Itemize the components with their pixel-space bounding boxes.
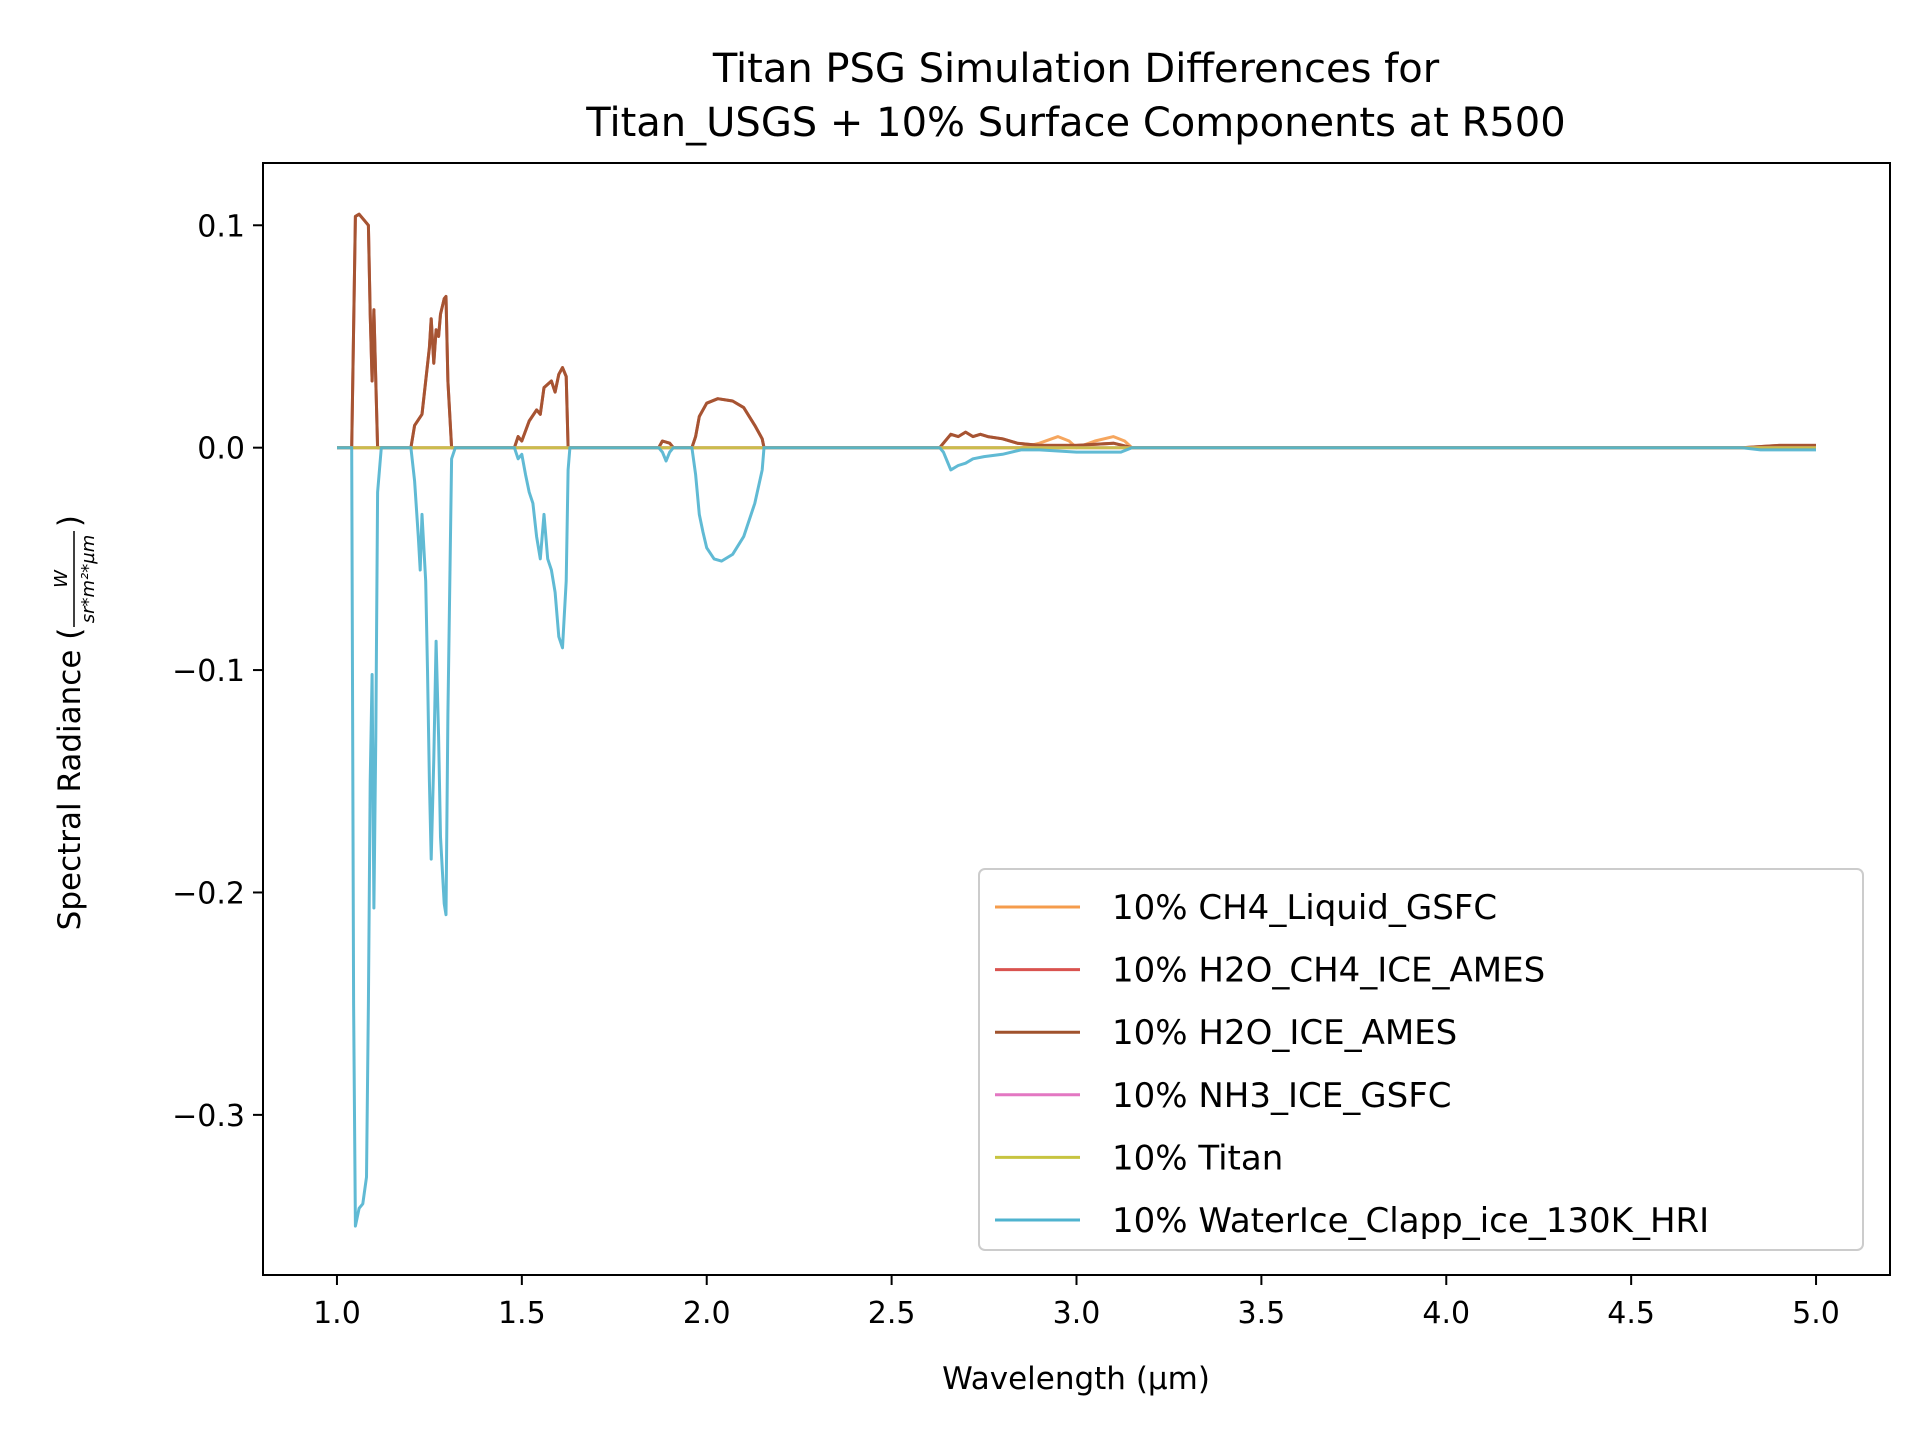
legend-label-ch4-liquid-gsfc: 10% CH4_Liquid_GSFC bbox=[1112, 888, 1497, 928]
legend-label-titan: 10% Titan bbox=[1112, 1138, 1283, 1178]
x-axis-label: Wavelength (µm) bbox=[942, 1361, 1210, 1397]
y-tick-label: −0.2 bbox=[172, 876, 245, 911]
legend-box bbox=[978, 868, 1864, 1251]
legend-label-nh3-ice-gsfc: 10% NH3_ICE_GSFC bbox=[1112, 1076, 1452, 1116]
legend-label-h2o-ch4-ice-ames: 10% H2O_CH4_ICE_AMES bbox=[1112, 951, 1545, 991]
x-axis-ticks: 1.0 1.5 2.0 2.5 3.0 3.5 4.0 4.5 5.0 bbox=[313, 1275, 1840, 1331]
legend: 10% CH4_Liquid_GSFC 10% H2O_CH4_ICE_AMES 1… bbox=[978, 868, 1864, 1251]
y-axis-label-close: ) bbox=[52, 515, 88, 527]
x-tick-label: 1.5 bbox=[498, 1296, 546, 1331]
y-tick-label: 0.0 bbox=[197, 432, 245, 467]
series-line-waterice-clapp-ice-130k-hri bbox=[337, 446, 1816, 1228]
x-tick-label: 3.0 bbox=[1053, 1296, 1101, 1331]
y-axis-unit-numerator: W bbox=[51, 569, 72, 588]
series-line-h2o-ice-ames bbox=[337, 212, 1816, 450]
plot-area bbox=[337, 212, 1816, 1228]
y-tick-label: −0.1 bbox=[172, 654, 245, 689]
y-axis-label: Spectral Radiance ( W sr*m²*µm ) bbox=[51, 515, 99, 930]
y-axis-unit-denominator: sr*m²*µm bbox=[78, 535, 99, 624]
chart-title-line-1: Titan PSG Simulation Differences for bbox=[712, 46, 1440, 92]
series-layer bbox=[337, 212, 1816, 1228]
y-tick-label: 0.1 bbox=[197, 209, 245, 244]
x-tick-label: 5.0 bbox=[1792, 1296, 1840, 1331]
legend-label-waterice-clapp-ice-130k-hri: 10% WaterIce_Clapp_ice_130K_HRI bbox=[1112, 1201, 1709, 1241]
x-tick-label: 2.5 bbox=[868, 1296, 916, 1331]
y-axis-label-text: Spectral Radiance ( bbox=[52, 628, 88, 931]
legend-label-h2o-ice-ames: 10% H2O_ICE_AMES bbox=[1112, 1013, 1457, 1053]
x-tick-label: 2.0 bbox=[683, 1296, 731, 1331]
y-axis-ticks: 0.1 0.0 −0.1 −0.2 −0.3 bbox=[172, 209, 263, 1134]
x-tick-label: 3.5 bbox=[1238, 1296, 1286, 1331]
y-tick-label: −0.3 bbox=[172, 1099, 245, 1134]
series-line-h2o-ch4-ice-ames bbox=[337, 212, 1816, 450]
chart-title: Titan PSG Simulation Differences for Tit… bbox=[585, 46, 1565, 146]
legend-items: 10% CH4_Liquid_GSFC 10% H2O_CH4_ICE_AMES 1… bbox=[995, 888, 1709, 1241]
x-tick-label: 1.0 bbox=[313, 1296, 361, 1331]
x-tick-label: 4.5 bbox=[1607, 1296, 1655, 1331]
chart-title-line-2: Titan_USGS + 10% Surface Components at R… bbox=[585, 100, 1565, 146]
x-tick-label: 4.0 bbox=[1422, 1296, 1470, 1331]
